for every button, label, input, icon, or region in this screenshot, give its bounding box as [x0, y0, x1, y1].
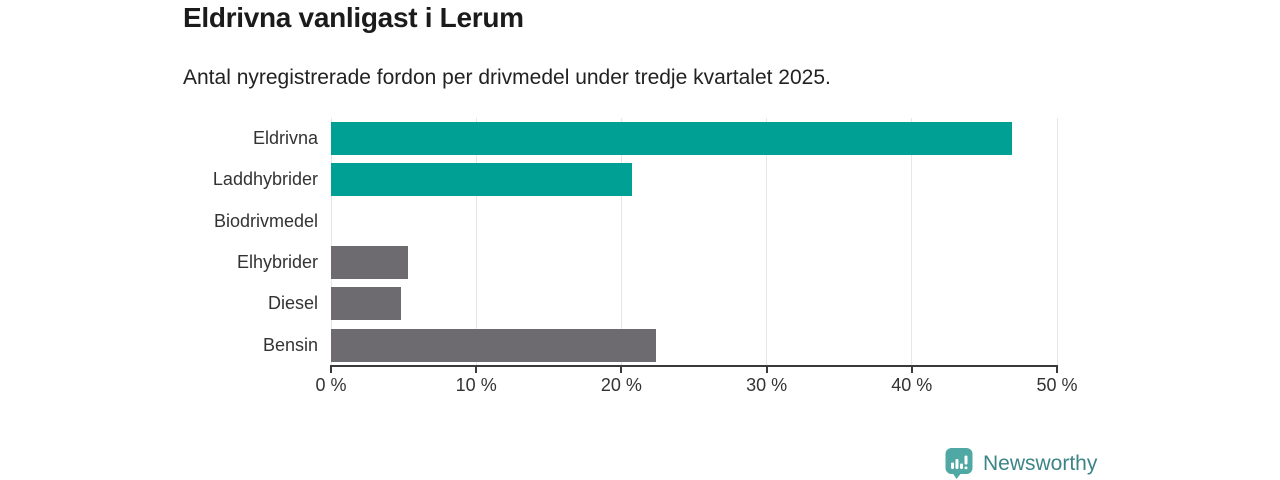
x-tick — [1056, 365, 1058, 373]
bar — [331, 287, 401, 321]
chart-subtitle: Antal nyregistrerade fordon per drivmede… — [183, 66, 831, 89]
bar-rows: Eldrivna Laddhybrider Biodrivmedel Elhybrid… — [183, 118, 1057, 366]
x-axis-tick-labels: 0 % 10 % 20 % 30 % 40 % 50 % — [315, 375, 1077, 397]
gridline — [1056, 118, 1058, 366]
category-label: Eldrivna — [252, 128, 318, 149]
bar-track — [331, 328, 1057, 362]
x-tick — [620, 365, 623, 373]
x-tick-label: 40 % — [891, 375, 933, 395]
category-label: Laddhybrider — [212, 169, 318, 190]
bar-chart-pin-icon — [945, 448, 973, 479]
plot-gridlines — [330, 118, 1058, 366]
bar — [331, 122, 1012, 156]
bar-row: Laddhybrider — [183, 159, 1057, 200]
category-label: Elhybrider — [236, 252, 318, 273]
bar-track — [331, 287, 1057, 321]
x-tick-label: 20 % — [600, 375, 642, 395]
bar — [331, 163, 632, 197]
bar-row: Biodrivmedel — [183, 201, 1057, 242]
bar-row: Elhybrider — [183, 242, 1057, 283]
bar-track — [331, 163, 1057, 197]
x-tick-label: 10 % — [455, 375, 497, 395]
bar-track — [331, 246, 1057, 280]
x-tick — [765, 365, 768, 373]
newsworthy-logo: Newsworthy — [944, 447, 1097, 480]
bar-row: Bensin — [183, 325, 1057, 366]
category-label: Bensin — [262, 334, 318, 355]
x-tick-label: 0 % — [315, 375, 347, 395]
x-tick-label: 50 % — [1036, 375, 1078, 395]
x-tick-label: 30 % — [746, 375, 788, 395]
gridline — [475, 118, 477, 366]
gridline — [330, 118, 332, 366]
gridline — [766, 118, 768, 366]
newsworthy-logo-text: Newsworthy — [983, 451, 1098, 475]
category-label: Biodrivmedel — [213, 210, 318, 231]
gridline — [911, 118, 913, 366]
x-axis-ticks — [330, 365, 1058, 373]
x-axis-line — [330, 365, 1058, 367]
chart-title: Eldrivna vanligast i Lerum — [183, 2, 524, 33]
bar-row: Eldrivna — [183, 118, 1057, 159]
bar — [331, 246, 408, 280]
x-tick — [910, 365, 913, 373]
category-label: Diesel — [267, 293, 318, 314]
bar-track — [331, 122, 1057, 156]
x-tick — [330, 365, 332, 373]
bar — [331, 328, 657, 362]
x-tick — [475, 365, 478, 373]
bar-track — [331, 205, 1057, 238]
bar-row: Diesel — [183, 283, 1057, 324]
gridline — [620, 118, 622, 366]
